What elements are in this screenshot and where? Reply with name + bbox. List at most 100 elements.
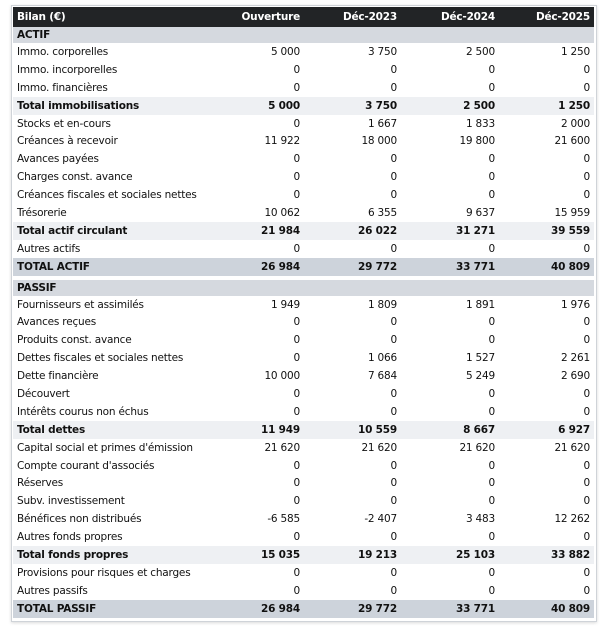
value-cell: 0 (390, 81, 398, 94)
table-header-row: Bilan (€) Ouverture Déc-2023 Déc-2024 Dé… (13, 7, 594, 27)
table-row: Créances fiscales et sociales nettes 0 0 0 0 (13, 186, 594, 204)
table-row: Subv. investissement 0 0 0 0 (13, 492, 594, 510)
table-row: Stocks et en-cours 0 1 667 1 833 2 000 (13, 115, 594, 133)
table-row: Trésorerie 10 062 6 355 9 637 15 959 (13, 204, 594, 222)
value-cell: 31 271 (401, 221, 499, 240)
row-label: Produits const. avance (17, 334, 132, 347)
value-cell: 0 (488, 477, 496, 490)
value-cell: 0 (390, 189, 398, 202)
table-row: Immo. incorporelles 0 0 0 0 (13, 61, 594, 79)
value-cell: 0 (488, 584, 496, 597)
value-cell: 0 (583, 405, 591, 418)
value-cell: 0 (390, 459, 398, 472)
table-row: Autres actifs 0 0 0 0 (13, 240, 594, 258)
value-cell: 0 (583, 531, 591, 544)
value-cell: 21 620 (264, 441, 300, 454)
table-row: Produits const. avance 0 0 0 0 (13, 331, 594, 349)
value-cell: 0 (293, 531, 301, 544)
row-label: Capital social et primes d'émission (17, 441, 193, 454)
value-cell: 0 (390, 566, 398, 579)
value-cell: 0 (488, 189, 496, 202)
value-cell: 0 (390, 63, 398, 76)
column-header: Ouverture (203, 7, 304, 27)
subtotal-row: Total fonds propres 15 035 19 213 25 103 33 … (13, 546, 594, 564)
value-cell: 0 (583, 242, 591, 255)
value-cell: 0 (390, 334, 398, 347)
row-label: Autres passifs (17, 584, 88, 597)
value-cell: 0 (390, 405, 398, 418)
value-cell: 7 684 (367, 370, 397, 383)
row-label: Compte courant d'associés (17, 459, 155, 472)
value-cell: 18 000 (361, 135, 397, 148)
value-cell: 1 833 (465, 117, 495, 130)
row-label: Provisions pour risques et charges (17, 566, 191, 579)
table-row: Autres fonds propres 0 0 0 0 (13, 528, 594, 546)
value-cell: 21 620 (459, 441, 495, 454)
row-label: Créances à recevoir (17, 135, 118, 148)
value-cell: 21 620 (554, 441, 590, 454)
value-cell: 1 949 (270, 298, 300, 311)
value-cell: 3 750 (367, 45, 397, 58)
value-cell: 1 250 (499, 96, 594, 115)
value-cell: 0 (293, 387, 301, 400)
value-cell: 10 000 (264, 370, 300, 383)
table-row: Intérêts courus non échus 0 0 0 0 (13, 403, 594, 421)
value-cell: 40 809 (499, 599, 594, 618)
row-label: Stocks et en-cours (17, 117, 111, 130)
value-cell: 0 (583, 81, 591, 94)
value-cell: 0 (583, 334, 591, 347)
row-label: Avances payées (17, 153, 99, 166)
value-cell: 11 922 (264, 135, 300, 148)
table-row: Bénéfices non distribués -6 585 -2 407 3 48… (13, 510, 594, 528)
value-cell: 6 355 (367, 206, 397, 219)
row-label: TOTAL PASSIF (13, 599, 203, 618)
value-cell: 0 (293, 63, 301, 76)
value-cell: 21 600 (554, 135, 590, 148)
value-cell: 0 (488, 566, 496, 579)
value-cell: 3 483 (465, 513, 495, 526)
section-label: ACTIF (13, 27, 594, 43)
value-cell: 0 (293, 81, 301, 94)
value-cell: 19 800 (459, 135, 495, 148)
value-cell: 0 (583, 189, 591, 202)
value-cell: 0 (488, 316, 496, 329)
table-row: Capital social et primes d'émission 21 62… (13, 439, 594, 457)
value-cell: 0 (488, 81, 496, 94)
row-label: Immo. financières (17, 81, 108, 94)
table-row: Autres passifs 0 0 0 0 (13, 582, 594, 600)
value-cell: 0 (583, 459, 591, 472)
spacer-cell (13, 275, 594, 280)
value-cell: 39 559 (499, 221, 594, 240)
value-cell: 0 (390, 153, 398, 166)
row-label: Autres fonds propres (17, 531, 123, 544)
value-cell: 0 (488, 334, 496, 347)
value-cell: 10 062 (264, 206, 300, 219)
value-cell: 0 (583, 171, 591, 184)
row-label: Immo. incorporelles (17, 63, 118, 76)
value-cell: 2 500 (401, 96, 499, 115)
value-cell: 0 (293, 566, 301, 579)
value-cell: 29 772 (304, 599, 401, 618)
value-cell: 0 (488, 171, 496, 184)
row-label: Trésorerie (17, 206, 67, 219)
value-cell: 21 984 (203, 221, 304, 240)
value-cell: 0 (293, 153, 301, 166)
value-cell: 19 213 (304, 546, 401, 564)
value-cell: 5 249 (465, 370, 495, 383)
value-cell: 33 771 (401, 257, 499, 276)
value-cell: 0 (583, 316, 591, 329)
value-cell: 0 (293, 459, 301, 472)
value-cell: 0 (488, 242, 496, 255)
value-cell: 0 (293, 189, 301, 202)
value-cell: 0 (583, 387, 591, 400)
table-row: Charges const. avance 0 0 0 0 (13, 168, 594, 186)
value-cell: 0 (390, 171, 398, 184)
value-cell: 2 500 (465, 45, 495, 58)
value-cell: 0 (390, 387, 398, 400)
subtotal-row: Total immobilisations 5 000 3 750 2 500 1 25… (13, 96, 594, 115)
subtotal-row: Total actif circulant 21 984 26 022 31 271 3… (13, 221, 594, 240)
table-row: Découvert 0 0 0 0 (13, 385, 594, 403)
value-cell: 33 771 (401, 599, 499, 618)
value-cell: 0 (390, 495, 398, 508)
value-cell: 1 066 (367, 352, 397, 365)
